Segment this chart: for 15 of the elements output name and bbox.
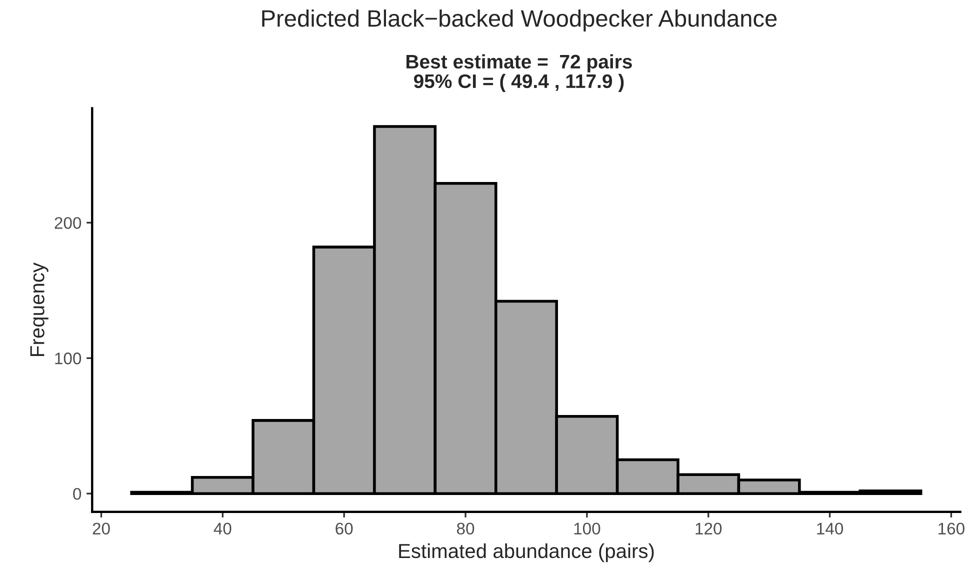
chart-title: Predicted Black−backed Woodpecker Abundance	[262, 9, 777, 32]
y-tick-label: 100	[55, 352, 82, 364]
y-tick-label: 0	[73, 488, 82, 500]
x-tick-label: 120	[696, 522, 722, 535]
x-tick-label: 60	[336, 522, 353, 535]
x-tick-label: 140	[817, 522, 844, 535]
x-tick-label: 160	[938, 522, 964, 535]
y-tick-label: 200	[54, 217, 82, 229]
x-axis-title: Estimated abundance (pairs)	[399, 543, 654, 562]
x-tick-label: 80	[456, 522, 474, 535]
chart-subtitle: Best estimate = 72 pairs 95% CI = ( 49.4 , 117.9 )	[406, 54, 632, 92]
x-tick-label: 40	[214, 522, 232, 535]
x-tick-label: 20	[92, 522, 110, 535]
y-axis-title: Frequency	[30, 262, 48, 356]
x-tick-label: 100	[574, 522, 600, 535]
